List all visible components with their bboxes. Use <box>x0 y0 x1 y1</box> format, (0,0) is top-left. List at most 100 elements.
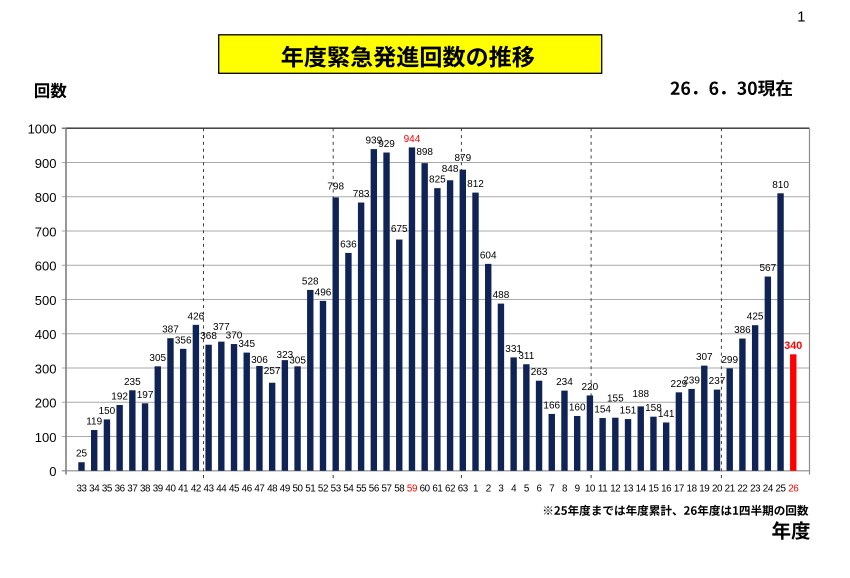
svg-text:54: 54 <box>343 483 354 494</box>
svg-text:386: 386 <box>734 325 751 336</box>
svg-text:158: 158 <box>645 403 662 414</box>
svg-text:10: 10 <box>585 483 596 494</box>
svg-text:40: 40 <box>165 483 176 494</box>
svg-text:604: 604 <box>480 250 497 261</box>
svg-text:53: 53 <box>331 483 342 494</box>
svg-text:879: 879 <box>454 153 471 164</box>
svg-text:155: 155 <box>607 394 624 405</box>
svg-text:496: 496 <box>315 287 332 298</box>
svg-text:34: 34 <box>89 483 100 494</box>
svg-text:26: 26 <box>788 483 799 494</box>
svg-text:263: 263 <box>531 367 548 378</box>
svg-text:3: 3 <box>498 483 504 494</box>
svg-text:36: 36 <box>115 483 126 494</box>
svg-text:234: 234 <box>556 377 573 388</box>
svg-text:299: 299 <box>721 355 738 366</box>
svg-text:528: 528 <box>302 276 319 287</box>
svg-text:20: 20 <box>712 483 723 494</box>
svg-text:425: 425 <box>747 312 764 323</box>
svg-text:19: 19 <box>699 483 709 494</box>
svg-text:237: 237 <box>709 376 726 387</box>
svg-text:57: 57 <box>381 483 391 494</box>
svg-text:400: 400 <box>35 327 57 342</box>
svg-text:13: 13 <box>623 483 634 494</box>
svg-text:197: 197 <box>137 390 154 401</box>
svg-text:48: 48 <box>267 483 278 494</box>
svg-text:160: 160 <box>569 402 586 413</box>
svg-text:340: 340 <box>784 340 802 352</box>
svg-text:151: 151 <box>620 406 637 417</box>
svg-text:0: 0 <box>49 464 56 479</box>
svg-text:24: 24 <box>763 483 774 494</box>
svg-text:220: 220 <box>582 382 599 393</box>
svg-text:229: 229 <box>671 379 688 390</box>
svg-text:15: 15 <box>648 483 659 494</box>
svg-text:1000: 1000 <box>28 122 57 137</box>
svg-text:2: 2 <box>486 483 491 494</box>
svg-text:62: 62 <box>445 483 455 494</box>
svg-text:25: 25 <box>775 483 786 494</box>
svg-text:1: 1 <box>797 8 805 25</box>
svg-text:323: 323 <box>277 350 294 361</box>
svg-text:166: 166 <box>543 400 560 411</box>
svg-text:356: 356 <box>175 335 192 346</box>
svg-text:55: 55 <box>356 483 367 494</box>
svg-text:11: 11 <box>598 483 607 494</box>
svg-text:60: 60 <box>420 483 431 494</box>
svg-text:944: 944 <box>404 134 421 145</box>
svg-text:5: 5 <box>524 483 530 494</box>
svg-text:345: 345 <box>238 339 255 350</box>
svg-text:307: 307 <box>696 352 713 363</box>
svg-text:700: 700 <box>35 224 57 239</box>
svg-text:4: 4 <box>511 483 517 494</box>
svg-text:33: 33 <box>76 483 87 494</box>
svg-text:42: 42 <box>191 483 201 494</box>
svg-text:119: 119 <box>86 417 102 428</box>
svg-text:306: 306 <box>251 355 268 366</box>
svg-text:305: 305 <box>149 353 166 364</box>
svg-text:21: 21 <box>725 483 735 494</box>
svg-text:25: 25 <box>76 449 88 460</box>
svg-text:41: 41 <box>178 483 188 494</box>
svg-text:798: 798 <box>327 181 344 192</box>
svg-text:100: 100 <box>35 430 57 445</box>
svg-text:675: 675 <box>391 224 408 235</box>
svg-text:58: 58 <box>394 483 405 494</box>
svg-text:311: 311 <box>518 351 534 362</box>
svg-text:49: 49 <box>280 483 290 494</box>
svg-text:783: 783 <box>353 189 370 200</box>
svg-text:6: 6 <box>537 483 543 494</box>
svg-text:370: 370 <box>226 331 243 342</box>
svg-text:192: 192 <box>111 392 128 403</box>
svg-text:23: 23 <box>750 483 761 494</box>
svg-text:305: 305 <box>289 355 306 366</box>
svg-text:812: 812 <box>467 179 484 190</box>
svg-text:50: 50 <box>293 483 304 494</box>
svg-text:59: 59 <box>407 483 417 494</box>
svg-text:567: 567 <box>759 263 776 274</box>
svg-text:368: 368 <box>200 331 217 342</box>
svg-text:18: 18 <box>687 483 698 494</box>
svg-text:46: 46 <box>242 483 253 494</box>
svg-text:810: 810 <box>772 180 789 191</box>
svg-text:52: 52 <box>318 483 328 494</box>
svg-text:141: 141 <box>658 409 675 420</box>
svg-text:636: 636 <box>340 239 357 250</box>
svg-text:7: 7 <box>549 483 554 494</box>
svg-text:44: 44 <box>216 483 227 494</box>
svg-text:51: 51 <box>305 483 315 494</box>
svg-text:900: 900 <box>35 156 57 171</box>
svg-text:154: 154 <box>594 405 611 416</box>
svg-text:239: 239 <box>683 375 700 386</box>
svg-text:9: 9 <box>575 483 580 494</box>
svg-text:898: 898 <box>416 147 433 158</box>
svg-text:8: 8 <box>562 483 568 494</box>
svg-text:37: 37 <box>127 483 137 494</box>
svg-text:426: 426 <box>188 311 205 322</box>
svg-text:331: 331 <box>505 344 522 355</box>
svg-text:848: 848 <box>442 164 459 175</box>
svg-text:825: 825 <box>429 175 446 186</box>
svg-text:200: 200 <box>35 396 57 411</box>
svg-text:47: 47 <box>254 483 264 494</box>
svg-text:939: 939 <box>365 136 382 147</box>
